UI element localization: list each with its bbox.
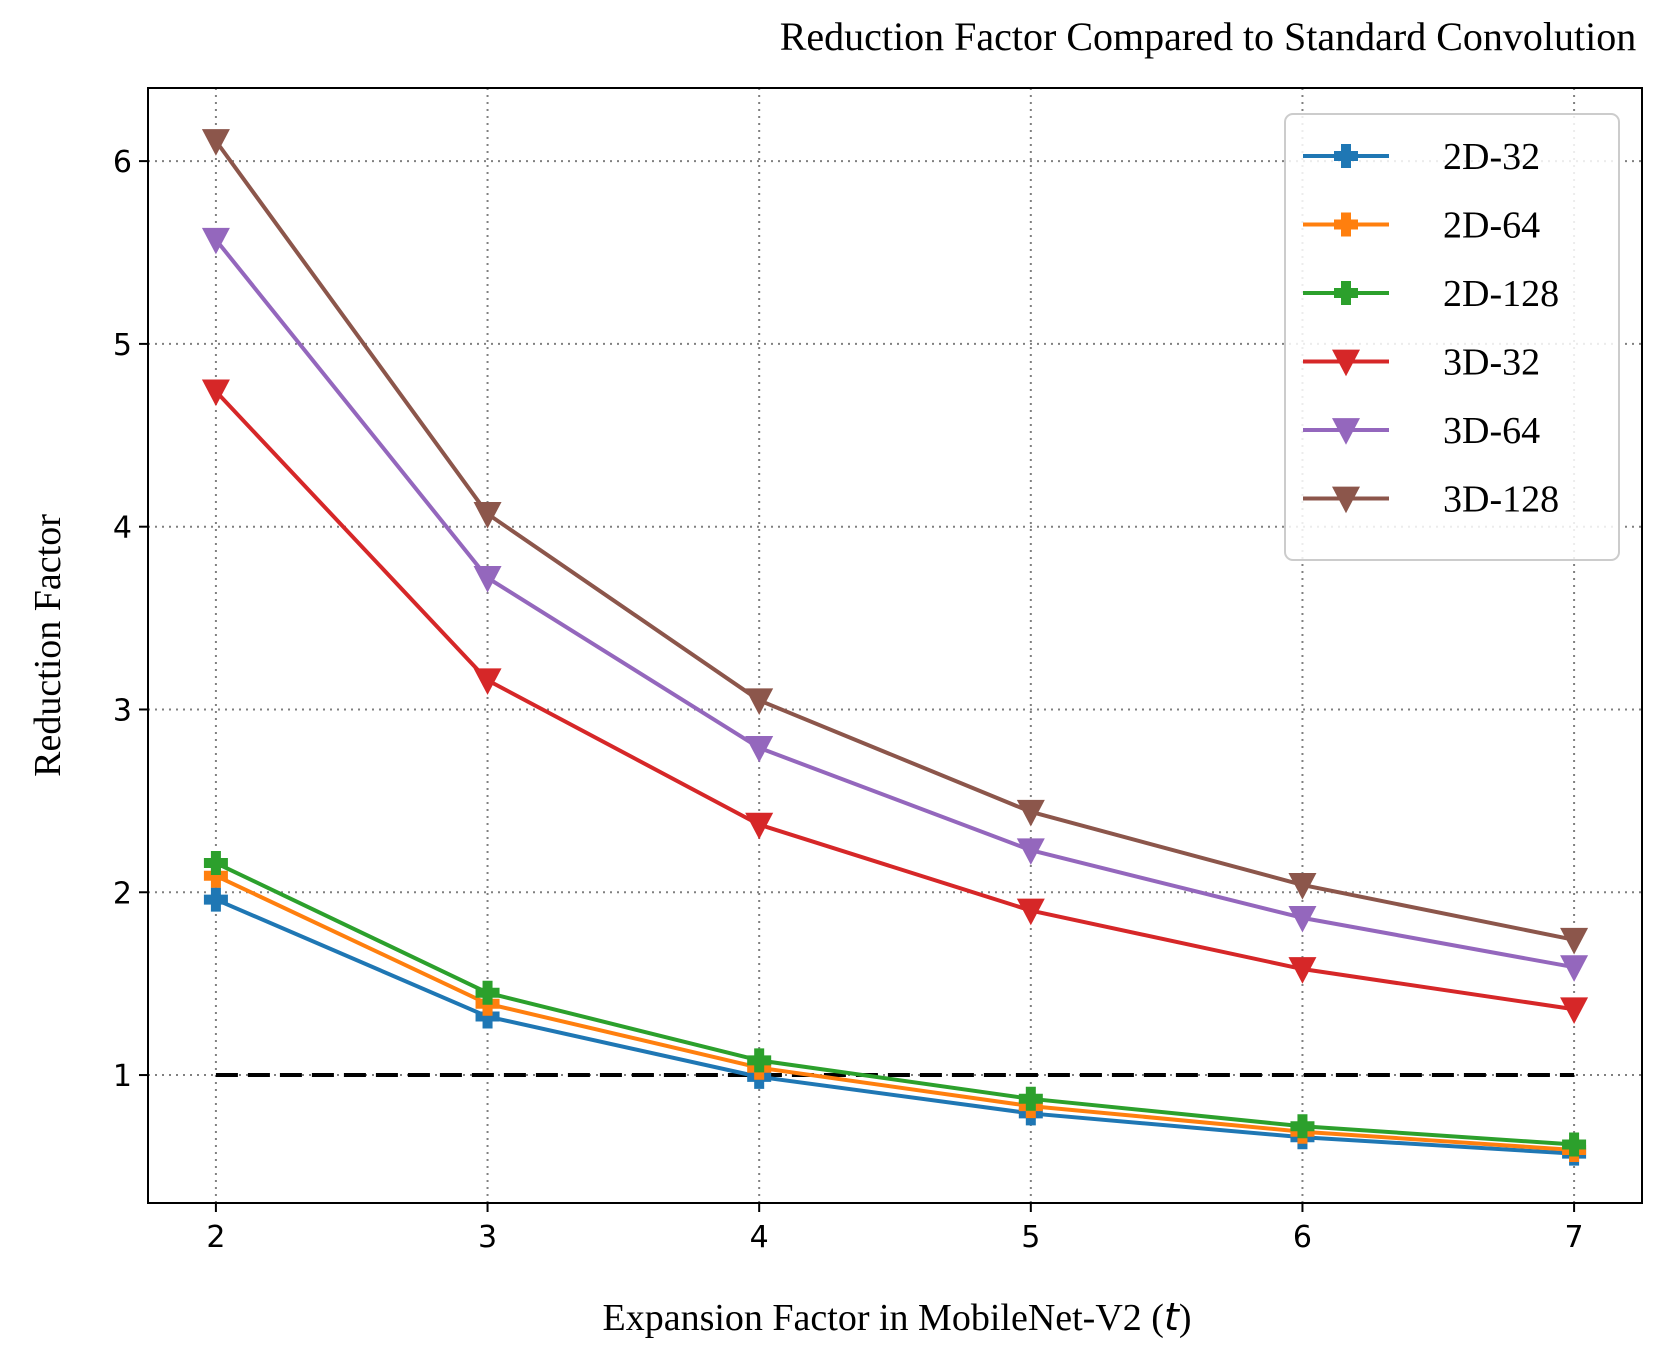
x-tick-label: 4 <box>750 1220 769 1255</box>
data-point <box>203 887 228 912</box>
legend-label: 3D-64 <box>1443 410 1540 452</box>
data-point <box>1016 898 1045 926</box>
legend-label: 3D-32 <box>1443 342 1540 384</box>
legend-swatch-marker <box>1334 281 1358 305</box>
data-point <box>201 379 230 407</box>
x-tick-label: 6 <box>1293 1220 1312 1255</box>
data-point <box>745 812 774 840</box>
data-point <box>1560 955 1589 982</box>
legend-label: 3D-128 <box>1443 479 1559 521</box>
data-point <box>475 1004 500 1029</box>
data-point <box>745 688 774 716</box>
data-point <box>1288 957 1317 984</box>
series-line <box>214 238 1575 970</box>
series-layer <box>201 129 1589 1166</box>
chart-title: Reduction Factor Compared to Standard Co… <box>780 14 1637 59</box>
x-axis-label-end: ) <box>1179 1297 1192 1339</box>
x-axis-label: Expansion Factor in MobileNet-V2 (t) <box>602 1295 1191 1339</box>
data-point <box>473 565 502 593</box>
legend-swatch-marker <box>1332 349 1360 377</box>
plot-frame <box>147 87 1643 1204</box>
series-2D-32 <box>203 887 1587 1166</box>
legend-swatch-marker <box>1334 144 1358 168</box>
data-point <box>201 129 230 156</box>
y-tick-label: 5 <box>113 328 132 363</box>
legend-item-3D-32: 3D-32 <box>1303 342 1540 384</box>
legend-label: 2D-128 <box>1443 273 1559 315</box>
legend-swatch-marker <box>1334 212 1358 237</box>
x-tick-label: 3 <box>478 1220 497 1255</box>
data-point <box>1288 873 1317 900</box>
data-point <box>745 735 774 763</box>
legend-item-3D-128: 3D-128 <box>1303 479 1559 521</box>
legend-label: 2D-32 <box>1443 136 1540 178</box>
data-point <box>1018 1086 1043 1111</box>
y-tick-label: 3 <box>113 693 132 728</box>
series-3D-32 <box>201 379 1589 1024</box>
legend-label: 2D-64 <box>1443 205 1540 247</box>
legend-item-2D-32: 2D-32 <box>1303 136 1540 178</box>
series-line <box>215 897 1575 1156</box>
data-point <box>203 863 228 888</box>
series-3D-64 <box>201 227 1589 982</box>
y-tick-label: 4 <box>113 511 132 546</box>
data-point <box>1562 1132 1587 1157</box>
data-point <box>473 668 502 695</box>
series-line <box>215 861 1575 1147</box>
x-tick-label: 7 <box>1565 1220 1584 1255</box>
data-point <box>1560 997 1589 1024</box>
data-point <box>201 227 230 255</box>
legend-swatch-marker <box>1332 486 1360 514</box>
data-point <box>1016 838 1045 865</box>
y-tick-label: 6 <box>113 145 132 180</box>
x-axis-label-text: Expansion Factor in MobileNet-V2 ( <box>602 1297 1163 1339</box>
series-2D-128 <box>203 851 1587 1157</box>
x-tick-label: 5 <box>1021 1220 1040 1255</box>
data-point <box>473 501 502 529</box>
y-tick-label: 2 <box>113 876 132 911</box>
x-tick-label: 2 <box>206 1220 225 1255</box>
series-2D-64 <box>203 863 1587 1162</box>
data-point <box>1290 1114 1315 1139</box>
data-point <box>1016 799 1045 827</box>
series-line <box>214 390 1575 1012</box>
legend: 2D-32 2D-64 2D-128 3D-32 3D-64 3D-128 <box>1284 113 1620 561</box>
axis-ticks: 2 3 4 5 6 7 1 2 3 4 5 6 <box>113 145 1584 1255</box>
data-point <box>747 1048 772 1073</box>
series-line <box>215 874 1575 1152</box>
legend-swatch-marker <box>1332 418 1360 445</box>
data-point <box>1560 927 1589 955</box>
y-tick-label: 1 <box>113 1059 132 1094</box>
legend-item-3D-64: 3D-64 <box>1303 410 1540 452</box>
legend-item-2D-128: 2D-128 <box>1303 273 1559 315</box>
data-point <box>203 851 228 876</box>
y-axis-label: Reduction Factor <box>27 514 69 777</box>
series-line <box>214 139 1575 942</box>
data-point <box>475 980 500 1005</box>
series-3D-128 <box>201 129 1589 955</box>
data-point <box>1288 905 1317 933</box>
x-axis-label-variable: t <box>1164 1295 1181 1339</box>
legend-item-2D-64: 2D-64 <box>1303 205 1540 247</box>
